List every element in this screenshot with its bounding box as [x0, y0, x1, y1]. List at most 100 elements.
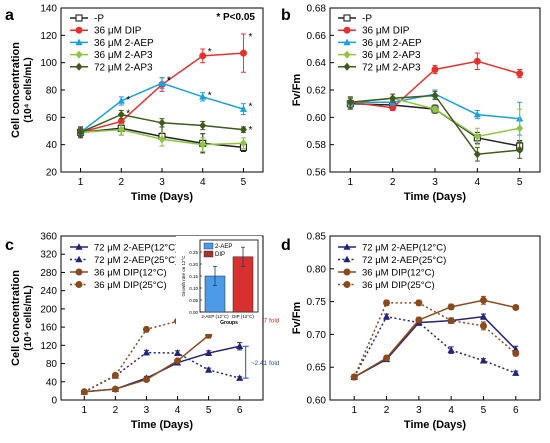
- data-point: [142, 348, 151, 356]
- x-tick-label: 4: [448, 405, 454, 416]
- y-tick-label: 80: [46, 359, 58, 370]
- series-72-m-2-ap3: [346, 90, 524, 162]
- x-tick-label: 4: [475, 177, 481, 188]
- data-point: [117, 117, 125, 125]
- inset-bar-chart: 0.00 0.05 0.10 0.15 0.20 0.25 2-AEP (12°C) DIP …: [176, 236, 262, 334]
- data-point: [346, 98, 354, 107]
- legend-label: 36 μM 2-AEP: [362, 38, 422, 49]
- x-tick-label: 1: [351, 405, 357, 416]
- data-point: [479, 322, 487, 330]
- data-point: [199, 93, 207, 100]
- significance-star: *: [167, 76, 171, 87]
- legend-marker: [343, 243, 351, 250]
- data-point: [431, 91, 439, 100]
- x-tick-label: 3: [144, 405, 150, 416]
- y-tick-label: 0.62: [307, 86, 327, 97]
- legend-label: 72 μM 2-AEP(25°C): [362, 255, 446, 266]
- legend-label: 72 μM 2-AP3: [362, 62, 421, 73]
- y-tick-label: 0.65: [307, 363, 327, 374]
- legend-marker: [75, 243, 83, 250]
- data-point: [479, 312, 488, 320]
- panel-letter: d: [281, 237, 291, 254]
- data-point: [117, 97, 125, 104]
- y-tick-label: 320: [40, 250, 57, 261]
- fold-label: ~1.17 fold: [251, 318, 280, 325]
- data-point: [516, 124, 524, 133]
- data-point: [205, 349, 213, 356]
- y-tick-label: 100: [40, 58, 57, 69]
- legend-marker: [75, 62, 83, 71]
- inset-y-axis-label: Growth rate on 12°C: [181, 255, 186, 297]
- significance-star: *: [248, 32, 252, 43]
- panel-b: 0.56 0.58 0.60 0.62 0.64 0.66 0.68 1 2 3 4 5 Time (D…: [281, 4, 541, 203]
- fold-label: ~2.41 fold: [251, 360, 280, 367]
- significance-note: * P<0.05: [216, 12, 255, 23]
- x-tick-label: 2: [390, 177, 396, 188]
- legend-label: 36 μM DIP: [94, 26, 142, 37]
- legend-label: 36 μM 2-AP3: [362, 50, 421, 61]
- inset-y-tick-label: 0.15: [189, 274, 198, 279]
- plot-frame: [329, 235, 541, 401]
- data-point: [512, 369, 520, 376]
- y-tick-label: 140: [40, 4, 57, 15]
- data-point: [142, 325, 150, 333]
- legend-marker: [75, 281, 83, 288]
- legend-marker: [75, 268, 83, 276]
- y-axis-label: Fv/Fm: [291, 74, 303, 107]
- y-tick-label: 0: [51, 396, 57, 407]
- y-tick-label: 160: [40, 323, 57, 334]
- y-tick-label: 80: [46, 86, 58, 97]
- data-point: [516, 70, 524, 78]
- legend-marker: [75, 255, 83, 263]
- legend-label: 72 μM 2-AEP(12°C): [94, 243, 178, 254]
- legend-label: 36 μM 2-AP3: [94, 50, 153, 61]
- x-tick-label: 1: [78, 177, 84, 188]
- data-point: [473, 132, 481, 141]
- x-tick-label: 4: [175, 405, 181, 416]
- legend-label: 36 μM 2-AEP: [94, 38, 154, 49]
- data-point: [199, 52, 207, 60]
- data-point: [415, 316, 423, 324]
- data-point: [80, 388, 88, 396]
- series-36-m-dip-12-c: [350, 295, 520, 381]
- data-point: [512, 349, 520, 357]
- data-point: [199, 140, 207, 149]
- y-tick-label: 120: [40, 31, 57, 42]
- legend-label: 72 μM 2-AEP(12°C): [362, 243, 446, 254]
- data-point: [473, 110, 481, 118]
- inset-legend-label: 2-AEP: [215, 244, 232, 250]
- x-tick-label: 4: [200, 177, 206, 188]
- x-axis-label: Time (Days): [404, 419, 466, 431]
- legend-marker: [343, 50, 351, 59]
- y-axis-label: Cell concentration: [10, 270, 22, 366]
- legend-label: -P: [94, 14, 104, 25]
- x-tick-label: 2: [113, 405, 119, 416]
- significance-star: *: [248, 102, 252, 113]
- data-point: [173, 349, 182, 356]
- legend-label: 36 μM DIP(25°C): [94, 280, 167, 291]
- legend-marker: [343, 14, 351, 22]
- panel-letter: b: [281, 7, 291, 24]
- panel-letter: a: [5, 7, 14, 24]
- y-tick-label: 20: [46, 168, 58, 179]
- data-point: [158, 118, 166, 127]
- panel-c: 0 40 80 120 160 200 240 280 320 360 1 2 3 4 5 6 Time (Da…: [5, 232, 280, 432]
- legend-label: 36 μM DIP(12°C): [94, 268, 167, 279]
- series-36-m-dip-25-c: [350, 299, 520, 381]
- y-tick-label: 0.66: [307, 31, 327, 42]
- significance-star: *: [167, 76, 171, 87]
- inset-y-tick-label: 0.05: [189, 298, 198, 303]
- legend-label: 36 μM DIP: [362, 26, 410, 37]
- legend-marker: [343, 268, 351, 276]
- data-point: [382, 312, 391, 320]
- inset-y-tick-label: 0.00: [189, 310, 198, 315]
- inset-x-axis-label: Groups: [220, 320, 238, 326]
- legend-marker: [343, 26, 351, 34]
- x-tick-label: 1: [82, 405, 88, 416]
- data-point: [158, 79, 166, 86]
- series-line: [83, 351, 240, 393]
- y-tick-label: 0.80: [307, 264, 327, 275]
- series-line: [84, 345, 240, 393]
